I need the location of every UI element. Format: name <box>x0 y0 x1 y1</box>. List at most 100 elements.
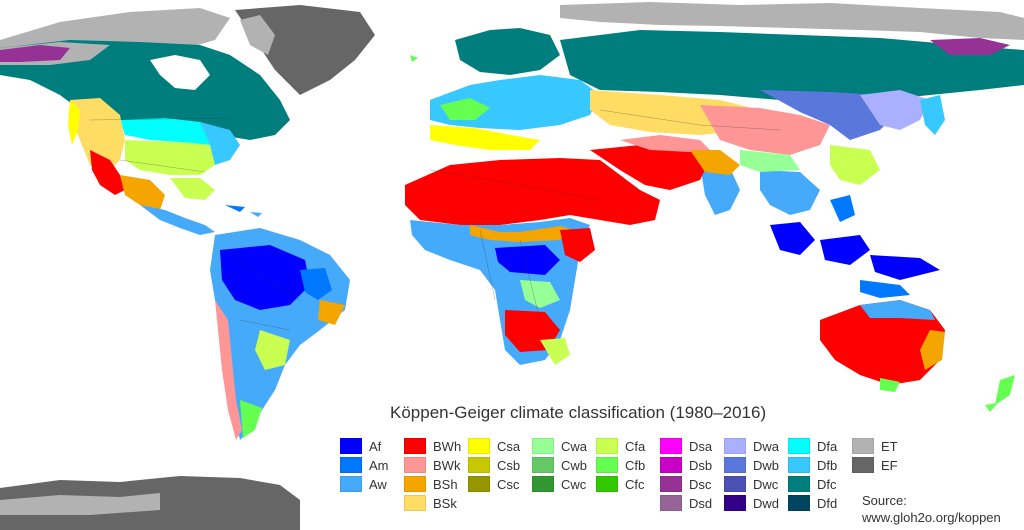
legend-swatch <box>788 495 810 511</box>
legend-item-dfc: Dfc <box>788 475 837 493</box>
legend-swatch <box>724 495 746 511</box>
legend-item-cwb: Cwb <box>532 456 587 474</box>
antarctica <box>0 476 300 530</box>
legend-swatch <box>724 457 746 473</box>
legend-label: BWk <box>433 457 461 473</box>
legend-label: Dwd <box>753 495 780 511</box>
legend-swatch <box>788 476 810 492</box>
legend-item-dsa: Dsa <box>660 437 712 455</box>
legend-item-bsh: BSh <box>404 475 458 493</box>
legend-swatch <box>340 457 362 473</box>
greenland-ice <box>235 5 375 95</box>
legend-item-dsb: Dsb <box>660 456 712 474</box>
legend-label: BSh <box>433 476 458 492</box>
legend-swatch <box>788 457 810 473</box>
legend-item-cfb: Cfb <box>596 456 645 474</box>
legend-label: ET <box>881 438 898 454</box>
legend-item-dwa: Dwa <box>724 437 779 455</box>
legend-item-ef: EF <box>852 456 898 474</box>
legend-label: Cwa <box>561 438 588 454</box>
legend-item-cwa: Cwa <box>532 437 587 455</box>
legend-swatch <box>404 495 426 511</box>
legend-label: Af <box>369 438 382 454</box>
australia <box>820 300 945 392</box>
legend-swatch <box>788 438 810 454</box>
legend-item-bwh: BWh <box>404 437 461 455</box>
legend-label: Csb <box>497 457 521 473</box>
legend-item-dwb: Dwb <box>724 456 779 474</box>
legend-label: Dfd <box>817 495 838 511</box>
legend-swatch <box>660 476 682 492</box>
legend-label: Dfb <box>817 457 838 473</box>
legend-swatch <box>532 457 554 473</box>
legend-label: Dsc <box>689 476 712 492</box>
legend-label: BWh <box>433 438 462 454</box>
legend-item-csc: Csc <box>468 475 519 493</box>
europe <box>430 28 600 150</box>
legend-swatch <box>404 457 426 473</box>
legend-label: Dsd <box>689 495 713 511</box>
legend-item-af: Af <box>340 437 381 455</box>
africa <box>410 218 595 365</box>
legend-label: Dfc <box>817 476 837 492</box>
legend-swatch <box>532 438 554 454</box>
legend-label: Dsb <box>689 457 713 473</box>
legend-item-cwc: Cwc <box>532 475 586 493</box>
legend-label: Cwb <box>561 457 588 473</box>
legend-label: Cfc <box>625 476 645 492</box>
legend-swatch <box>404 476 426 492</box>
legend-label: Dwc <box>753 476 779 492</box>
legend-label: Cfa <box>625 438 646 454</box>
legend-label: Am <box>369 457 389 473</box>
border-lines <box>89 109 781 331</box>
legend-item-dfa: Dfa <box>788 437 837 455</box>
south-america <box>210 228 350 440</box>
legend-swatch <box>468 457 490 473</box>
legend-item-dwc: Dwc <box>724 475 778 493</box>
legend-item-dsd: Dsd <box>660 494 712 512</box>
legend-label: Cwc <box>561 476 587 492</box>
legend-label: Dwb <box>753 457 780 473</box>
legend-swatch <box>660 495 682 511</box>
legend-item-csa: Csa <box>468 437 520 455</box>
legend-item-dfd: Dfd <box>788 494 837 512</box>
legend-swatch <box>468 476 490 492</box>
climate-legend: Af Am Aw BWh BWk BSh BSk Csa Csb Csc Cwa Cwb Cwc Cfa C… <box>340 437 1024 530</box>
legend-item-dwd: Dwd <box>724 494 779 512</box>
legend-swatch <box>660 438 682 454</box>
legend-swatch <box>340 476 362 492</box>
new-zealand <box>985 375 1015 412</box>
legend-swatch <box>468 438 490 454</box>
legend-item-aw: Aw <box>340 475 387 493</box>
legend-swatch <box>596 438 618 454</box>
legend-swatch <box>532 476 554 492</box>
source-url: www.gloh2o.org/koppen <box>862 510 1001 525</box>
legend-swatch <box>724 438 746 454</box>
legend-swatch <box>340 438 362 454</box>
source-label: Source: <box>862 493 907 508</box>
legend-label: Dsa <box>689 438 713 454</box>
legend-item-cfa: Cfa <box>596 437 645 455</box>
southeast-asia <box>770 195 940 298</box>
legend-swatch <box>852 457 874 473</box>
legend-label: Cfb <box>625 457 646 473</box>
legend-swatch <box>404 438 426 454</box>
japan <box>920 95 945 135</box>
legend-item-csb: Csb <box>468 456 520 474</box>
legend-label: EF <box>881 457 898 473</box>
legend-item-et: ET <box>852 437 898 455</box>
legend-label: Dfa <box>817 438 838 454</box>
legend-item-bwk: BWk <box>404 456 460 474</box>
desert-belt <box>405 135 740 225</box>
legend-label: BSk <box>433 495 457 511</box>
legend-swatch <box>852 438 874 454</box>
source-note: Source: www.gloh2o.org/koppen <box>862 492 1001 526</box>
legend-swatch <box>596 476 618 492</box>
legend-title: Köppen-Geiger climate classification (19… <box>390 403 767 422</box>
legend-item-bsk: BSk <box>404 494 457 512</box>
legend-item-dfb: Dfb <box>788 456 837 474</box>
legend-label: Csa <box>497 438 521 454</box>
legend-item-dsc: Dsc <box>660 475 711 493</box>
north-america <box>0 40 290 235</box>
